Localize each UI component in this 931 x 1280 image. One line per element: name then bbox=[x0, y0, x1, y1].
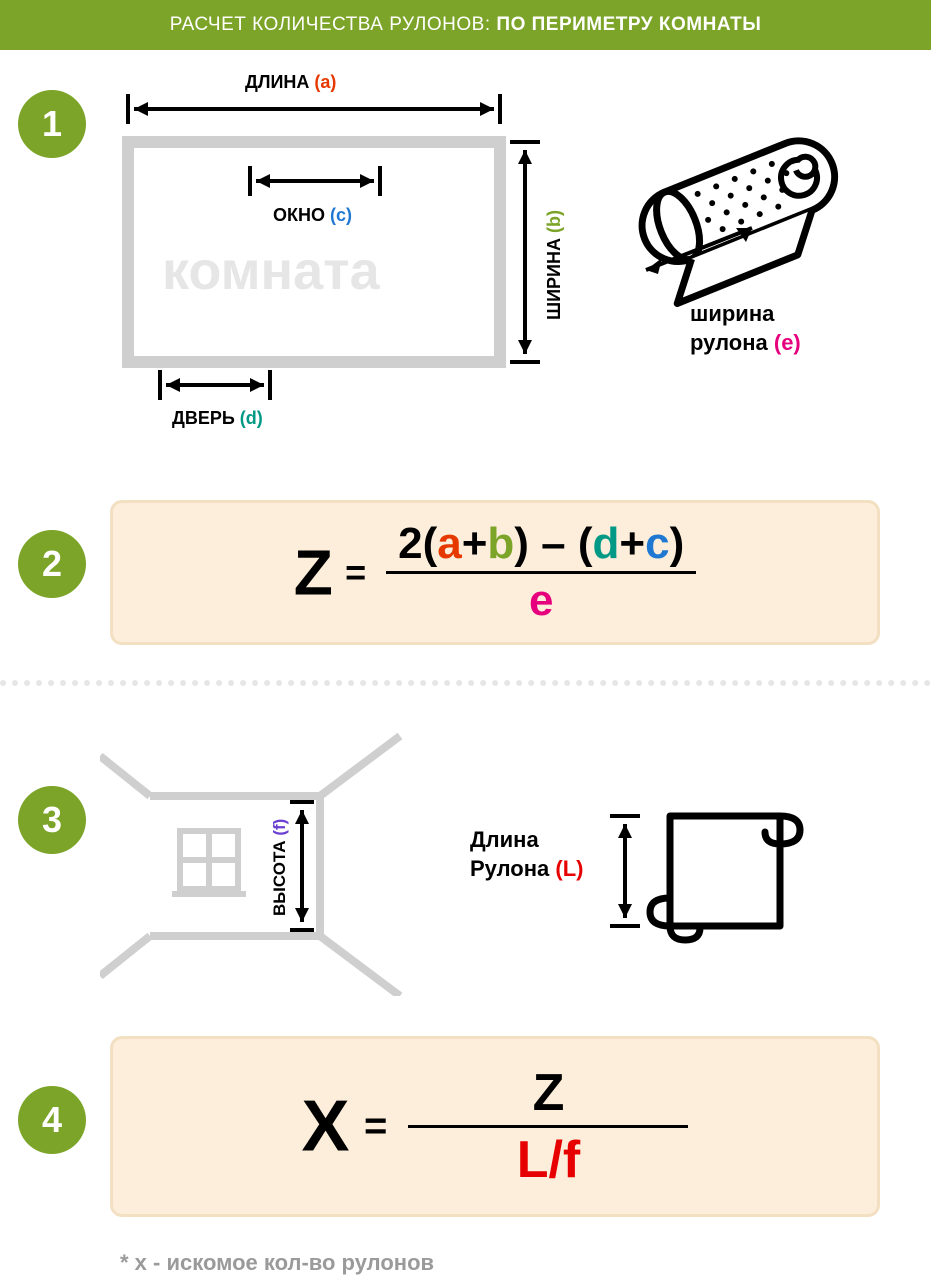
room-watermark: комната bbox=[162, 240, 380, 302]
header-prefix: РАСЧЕТ КОЛИЧЕСТВА РУЛОНОВ: bbox=[170, 14, 497, 35]
formula-2: X = Z L/f bbox=[302, 1063, 689, 1190]
step-badge-4: 4 bbox=[18, 1086, 86, 1154]
door-label: ДВЕРЬ (d) bbox=[172, 408, 263, 429]
roll-width-label: ширина рулона (e) bbox=[690, 300, 801, 357]
window-label: ОКНО (c) bbox=[273, 205, 352, 226]
width-label: ШИРИНА (b) bbox=[544, 210, 565, 320]
roll-length-label: Длина Рулона (L) bbox=[470, 826, 584, 883]
roll-length-diagram bbox=[590, 766, 830, 966]
formula-1-box: Z = 2(a+b) – (d+c) e bbox=[110, 500, 880, 645]
formula-1: Z = 2(a+b) – (d+c) e bbox=[294, 519, 697, 626]
header-bold: ПО ПЕРИМЕТРУ КОМНАТЫ bbox=[496, 14, 761, 35]
formula-2-box: X = Z L/f bbox=[110, 1036, 880, 1217]
header-bar: РАСЧЕТ КОЛИЧЕСТВА РУЛОНОВ: ПО ПЕРИМЕТРУ … bbox=[0, 0, 931, 50]
height-label: ВЫСОТА (f) bbox=[270, 819, 290, 916]
section-divider bbox=[0, 680, 931, 686]
step-badge-1: 1 bbox=[18, 90, 86, 158]
length-label: ДЛИНА (a) bbox=[245, 72, 336, 93]
step-badge-2: 2 bbox=[18, 530, 86, 598]
wallpaper-roll-icon bbox=[630, 100, 870, 320]
footnote: * x - искомое кол-во рулонов bbox=[120, 1250, 931, 1276]
step-badge-3: 3 bbox=[18, 786, 86, 854]
